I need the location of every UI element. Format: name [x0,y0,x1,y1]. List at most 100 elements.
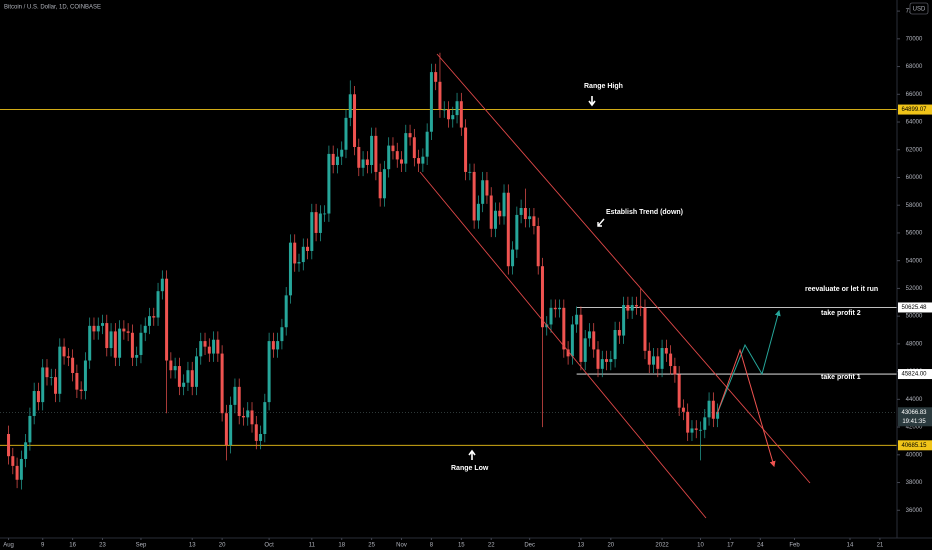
candle-body [476,203,480,221]
candle-body [630,305,634,311]
level-label: 50625.48 [901,305,927,311]
candle-body [96,325,100,332]
y-tick-label: 50000 [906,314,923,320]
candle-body [7,434,11,457]
last-price-badge [898,407,932,427]
candle-body [297,262,301,264]
candle-body [451,115,455,120]
candle-body [66,356,70,358]
y-tick-label: 38000 [906,480,923,486]
x-tick-label: 22 [488,543,495,549]
y-tick-label: 58000 [906,203,923,209]
candle-body [301,246,305,263]
candle-body [699,429,703,431]
candle-body [79,389,83,392]
candle-body [515,214,519,250]
candle-body [207,346,211,354]
candle-body [259,434,263,441]
candle-body [241,415,245,418]
x-tick-label: 23 [99,543,106,549]
candle-body [276,341,280,350]
candle-body [212,339,216,354]
x-tick-label: 20 [607,543,614,549]
x-tick-label: Dec [524,543,535,549]
candle-body [186,370,190,383]
candle-body [344,117,348,150]
candle-body [126,331,130,333]
candle-body [24,442,28,459]
candle-body [122,328,126,332]
candle-body [652,356,656,365]
candle-body [71,357,75,373]
candle-body [148,316,151,326]
candle-body [489,195,493,229]
y-tick-label: 48000 [906,341,923,347]
level-label: 64899.07 [901,107,927,113]
candle-body [45,367,49,378]
candle-body [130,332,134,358]
candle-body [425,131,429,157]
candle-body [447,109,450,120]
candle-body [15,465,19,480]
candle-body [673,366,677,375]
candle-body [267,341,271,403]
candle-body [536,226,540,267]
candle-body [135,354,139,358]
candle-body [19,458,23,480]
candle-body [519,207,523,215]
y-tick-label: 52000 [906,286,923,292]
candle-body [224,413,228,446]
candle-body [400,159,404,164]
y-tick-label: 54000 [906,258,923,264]
candle-body [113,331,117,358]
candle-body [686,411,690,433]
candle-body [558,307,562,310]
chart-title: Bitcoin / U.S. Dollar, 1D, COINBASE [4,5,101,11]
candle-body [579,314,583,362]
channel-upper [436,53,811,484]
candle-body [694,428,698,430]
candle-body [596,349,600,369]
candle-body [11,456,15,466]
x-tick-label: 18 [338,543,345,549]
candle-body [387,145,391,170]
candle-body [288,242,292,296]
candle-body [83,360,87,392]
y-tick-label: 62000 [906,147,923,153]
candle-body [216,339,220,354]
y-tick-label: 42000 [906,425,923,431]
annotation: reevaluate or let it run [805,286,878,293]
candle-body [365,159,369,166]
candle-body [622,305,626,336]
candle-body [669,353,673,367]
candle-body [468,171,472,173]
candle-body [587,331,591,339]
candle-body [711,400,715,419]
x-tick-label: 9 [41,543,45,549]
x-tick-label: Nov [396,543,407,549]
candles [7,52,720,490]
level-label: 40685.15 [901,443,927,449]
candle-body [455,101,459,116]
candle-body [340,149,344,157]
candle-body [173,366,177,371]
candle-body [677,374,681,408]
candle-body [190,370,194,387]
candle-body [690,428,694,433]
x-tick-label: Feb [789,543,800,549]
candle-body [327,153,331,214]
countdown: 19:41:35 [902,419,926,425]
annotation: Establish Trend (down) [606,209,683,216]
y-tick-label: 66000 [906,92,923,98]
candle-body [395,151,399,160]
candle-body [575,314,579,325]
candle-body [194,356,198,387]
candle-body [271,341,275,350]
candle-body [177,366,181,387]
projection-up [716,309,781,415]
candle-body [617,330,621,336]
candle-body [156,291,160,318]
